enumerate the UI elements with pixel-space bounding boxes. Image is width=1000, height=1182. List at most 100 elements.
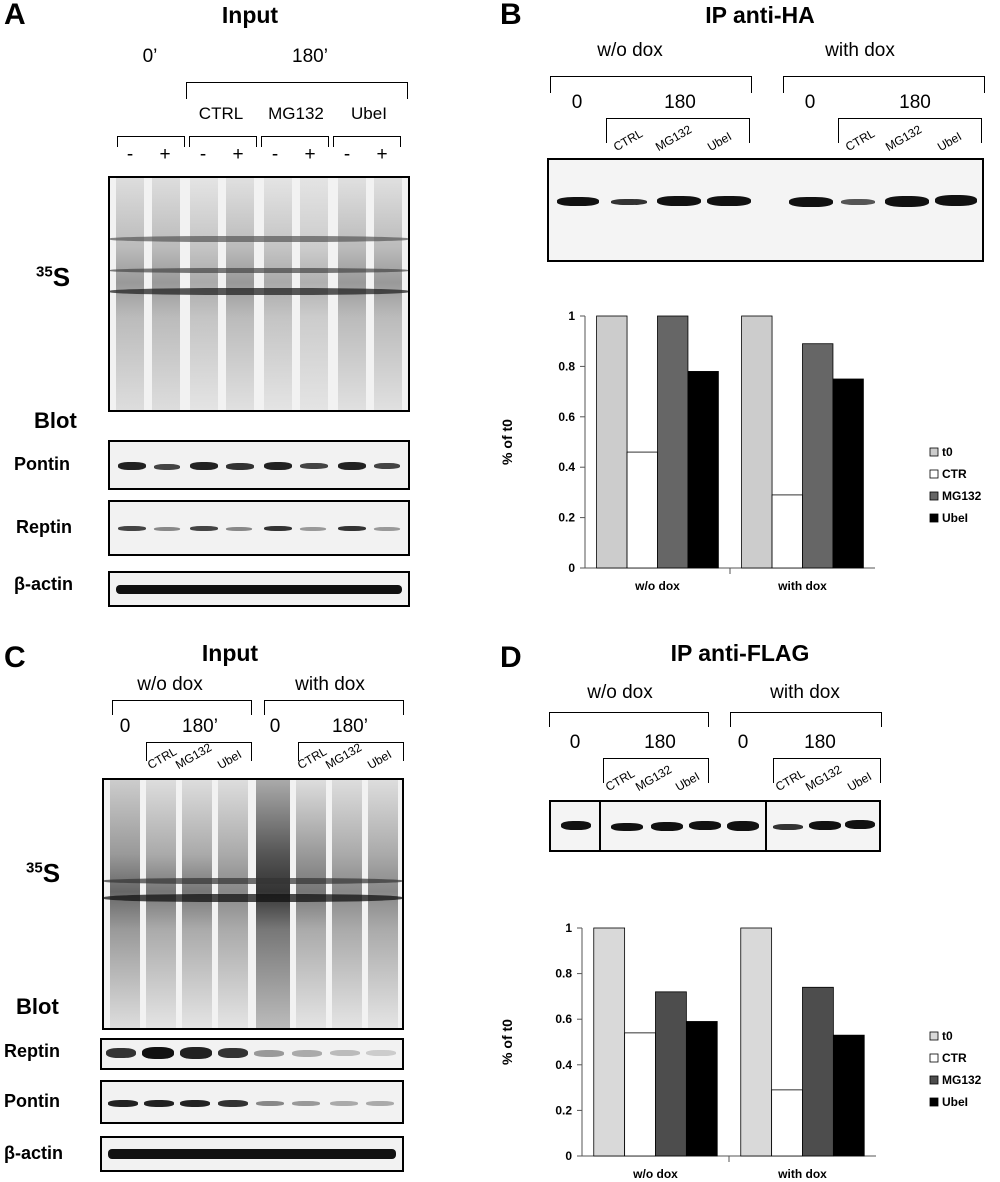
- time0-d1: 0: [569, 732, 581, 753]
- bar-t0-2: [740, 927, 773, 1157]
- bracket-180-c2: [298, 742, 404, 761]
- legend-entry: MG132: [942, 489, 982, 503]
- bracket-180: [186, 82, 408, 99]
- y-tick-label: 1: [565, 921, 572, 935]
- y-tick-label: 0: [568, 561, 575, 575]
- bracket-180-b1: [606, 118, 750, 143]
- y-axis-label: % of t0: [499, 1019, 515, 1065]
- legend-entry: CTR: [942, 467, 967, 481]
- bracket-with-dox-d: [730, 712, 882, 727]
- row-label-pontin-a: Pontin: [14, 454, 70, 474]
- blot-actin-a: [108, 571, 410, 607]
- panel-label-d: D: [500, 641, 522, 674]
- group-with-dox-b: with dox: [825, 40, 895, 61]
- bar-t0-2: [741, 315, 773, 569]
- blot-reptin-a: [108, 500, 410, 556]
- legend-swatch: [929, 1075, 939, 1085]
- ip-anti-flag-gel: [549, 800, 881, 852]
- legend-entry: t0: [942, 445, 953, 459]
- bar-ctr-2: [771, 494, 803, 569]
- time0-c2: 0: [269, 716, 281, 737]
- x-category-label: with dox: [777, 579, 827, 593]
- pair-bracket-2: [189, 136, 257, 147]
- blot-pontin-a: [108, 440, 410, 490]
- bracket-with-dox-b: [783, 76, 985, 93]
- bracket-wo-dox-d: [549, 712, 709, 727]
- time180-b2: 180: [899, 92, 931, 113]
- bracket-180-b2: [838, 118, 982, 143]
- bracket-180-c1: [146, 742, 252, 761]
- time180-c1: 180’: [182, 716, 218, 737]
- group-wo-dox-c: w/o dox: [137, 674, 203, 695]
- y-tick-label: 0.4: [555, 1058, 572, 1072]
- row-label-reptin-c: Reptin: [4, 1041, 60, 1061]
- pair-bracket-1: [117, 136, 185, 147]
- bar-ubei-2: [832, 1034, 865, 1157]
- y-tick-label: 0.2: [558, 511, 575, 525]
- sign: +: [376, 144, 388, 165]
- group-with-dox-d: with dox: [770, 682, 840, 703]
- pair-bracket-4: [333, 136, 401, 147]
- panel-a-time180: 180’: [292, 46, 328, 67]
- legend-swatch: [929, 1097, 939, 1107]
- x-category-label: w/o dox: [632, 1167, 678, 1181]
- row-label-reptin-a: Reptin: [16, 517, 72, 537]
- legend-swatch: [929, 491, 939, 501]
- bar-t0-1: [593, 927, 626, 1157]
- sign: +: [304, 144, 316, 165]
- bar-ubei-1: [687, 371, 719, 569]
- cond-mg132: MG132: [268, 104, 324, 123]
- blot-actin-c: [100, 1136, 404, 1172]
- sign: +: [159, 144, 171, 165]
- cond-ubei: UbeI: [351, 104, 387, 123]
- ip-anti-ha-gel: [547, 158, 984, 262]
- panel-label-a: A: [4, 0, 26, 31]
- y-tick-label: 0: [565, 1149, 572, 1163]
- bracket-with-dox-c: [264, 700, 404, 715]
- group-with-dox-c: with dox: [295, 674, 365, 695]
- legend-swatch: [929, 469, 939, 479]
- bar-mg132-2: [802, 343, 834, 569]
- panel-b-title: IP anti-HA: [705, 2, 815, 28]
- group-wo-dox-d: w/o dox: [587, 682, 653, 703]
- row-label-actin-a: β-actin: [14, 574, 73, 594]
- bar-ctr-1: [626, 451, 658, 569]
- bracket-wo-dox-b: [550, 76, 752, 93]
- legend-swatch: [929, 447, 939, 457]
- s35-label-a: 35S: [36, 262, 71, 292]
- blot-reptin-c: [100, 1038, 404, 1070]
- bar-ctr-1: [624, 1032, 656, 1157]
- time0-d2: 0: [737, 732, 749, 753]
- legend-entry: UbeI: [942, 1095, 968, 1109]
- y-axis-label: % of t0: [499, 419, 515, 465]
- bracket-wo-dox-c: [112, 700, 252, 715]
- panel-c-title: Input: [201, 640, 259, 666]
- y-tick-label: 0.8: [558, 359, 575, 373]
- time180-b1: 180: [664, 92, 696, 113]
- autoradiograph-c: [102, 778, 404, 1030]
- panel-d-title: IP anti-FLAG: [670, 640, 810, 666]
- y-tick-label: 1: [568, 309, 575, 323]
- row-label-actin-c: β-actin: [4, 1143, 63, 1163]
- x-category-label: w/o dox: [634, 579, 680, 593]
- y-tick-label: 0.2: [555, 1103, 572, 1117]
- time0-c1: 0: [119, 716, 131, 737]
- bracket-180-d1: [603, 758, 709, 783]
- legend-swatch: [929, 1031, 939, 1041]
- x-category-label: with dox: [777, 1167, 827, 1181]
- legend-swatch: [929, 513, 939, 523]
- legend-entry: CTR: [942, 1051, 967, 1065]
- panel-a-title: Input: [221, 2, 279, 28]
- y-tick-label: 0.8: [555, 967, 572, 981]
- sign: -: [199, 144, 207, 165]
- bar-chart-b: 0 0.2 0.4 0.6 0.8 1 % of t0 w/o dox with dox t0 CT…: [499, 309, 982, 593]
- group-wo-dox-b: w/o dox: [597, 40, 663, 61]
- autoradiograph-a: [108, 176, 410, 412]
- row-label-pontin-c: Pontin: [4, 1091, 60, 1111]
- sign: +: [232, 144, 244, 165]
- s35-label-c: 35S: [26, 858, 61, 888]
- bar-t0-1: [596, 315, 628, 569]
- bar-chart-d: 0 0.2 0.4 0.6 0.8 1 % of t0 w/o dox with dox t0 CT…: [499, 921, 982, 1181]
- bar-ctr-2: [771, 1089, 803, 1157]
- y-tick-label: 0.6: [555, 1012, 572, 1026]
